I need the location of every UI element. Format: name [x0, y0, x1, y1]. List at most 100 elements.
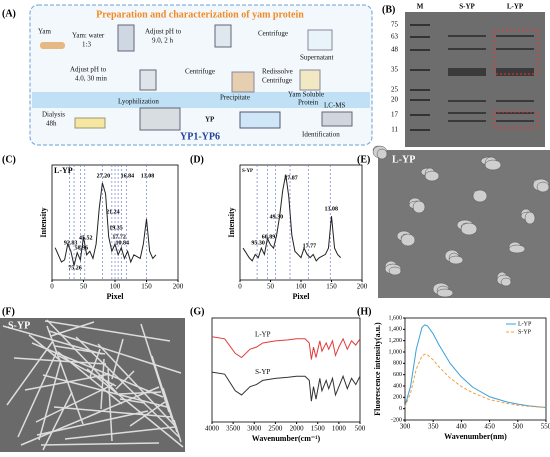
x-tick-label: 3500	[226, 425, 241, 433]
sem-texture	[2, 145, 550, 451]
band	[448, 120, 486, 122]
granule	[472, 189, 488, 203]
peak-label: 13.08	[141, 173, 155, 179]
fiber	[129, 401, 166, 427]
granule	[388, 266, 402, 276]
ladder-band	[410, 99, 430, 101]
granule	[484, 159, 502, 171]
legend-label: L-YP	[518, 321, 532, 327]
roi	[493, 29, 539, 75]
granule	[500, 277, 512, 287]
marker-label: 48	[391, 46, 399, 54]
x-tick-label: 500	[513, 423, 524, 431]
peak-label: 10.84	[116, 240, 130, 246]
peak-label: 19.35	[109, 225, 123, 231]
y-tick-label: 1,600	[389, 315, 403, 321]
ladder-band	[410, 129, 430, 131]
granule	[448, 255, 464, 265]
x-tick-label: 0	[50, 283, 54, 291]
step: Precipitate	[220, 94, 250, 102]
fiber	[46, 319, 119, 395]
x-axis-label: Wavenumber(nm)	[444, 432, 507, 441]
fiber	[64, 426, 176, 440]
beaker-icon	[231, 71, 255, 93]
y-tick-label: 1,000	[389, 349, 403, 355]
band	[448, 72, 486, 76]
step: Redissolve	[262, 68, 293, 76]
granule	[524, 211, 536, 225]
step: Lyophilization	[118, 98, 159, 106]
x-tick-label: 0	[238, 283, 242, 291]
fiber	[100, 358, 105, 410]
stirrer-icon	[214, 24, 232, 48]
step: Yam	[38, 28, 51, 36]
x-tick-label: 200	[173, 283, 184, 291]
x-tick-label: 2000	[290, 425, 305, 433]
x-tick-label: 3000	[247, 425, 262, 433]
step: Identification	[302, 131, 340, 139]
x-axis-label: Pixel	[107, 292, 125, 301]
fiber	[38, 359, 62, 441]
band	[496, 100, 534, 102]
beaker-icon	[307, 29, 333, 51]
fiber	[48, 330, 182, 374]
beaker-icon	[299, 69, 321, 91]
ladder-band	[410, 49, 430, 51]
y-tick-label: 800	[393, 361, 402, 367]
granule	[436, 288, 454, 298]
peak-label: 17.77	[303, 243, 317, 249]
marker-label: 11	[391, 126, 398, 134]
step: Centrifuge	[262, 77, 292, 85]
series-line	[404, 324, 547, 409]
granule	[412, 200, 426, 214]
fiber	[6, 340, 54, 406]
fiber	[107, 368, 113, 442]
granule	[376, 148, 388, 160]
step: Centrifuge	[185, 68, 215, 76]
peak-label: 16.84	[121, 173, 135, 179]
peak-label: 17.72	[112, 234, 126, 240]
panel-label: (D)	[190, 154, 204, 165]
band	[448, 48, 486, 50]
panel-label: (A)	[2, 8, 16, 19]
fiber	[46, 325, 84, 425]
granule	[400, 233, 416, 247]
lane-label: M	[417, 3, 424, 11]
panel-label: (E)	[357, 154, 370, 165]
x-tick-label: 2500	[268, 425, 283, 433]
series-label: S-YP	[242, 169, 253, 174]
scheme-text: Yam Yam: water 1:3 Adjust pH to 9.0, 2 h…	[38, 28, 346, 139]
peak-label: 75.26	[68, 265, 82, 271]
granule	[508, 244, 526, 254]
step: 4.0, 30 min	[75, 75, 107, 83]
ladder-band	[410, 89, 430, 91]
plot-frame	[404, 317, 547, 421]
roi	[493, 111, 539, 129]
scheme-title: Preparation and characterization of yam …	[96, 9, 304, 20]
granule	[536, 181, 550, 193]
series-line	[242, 174, 342, 262]
marker-label: 63	[391, 33, 399, 41]
peak-label: 45.52	[79, 235, 93, 241]
fiber	[40, 442, 160, 446]
fiber	[44, 320, 171, 342]
y-tick-label: 600	[393, 372, 402, 378]
y-axis-label: Intensity	[227, 207, 236, 237]
panel-label: (G)	[190, 306, 204, 317]
x-tick-label: 50	[267, 283, 275, 291]
step: Centrifuge	[258, 30, 288, 38]
peak-label: 49.30	[270, 214, 284, 220]
x-tick-label: 400	[456, 423, 467, 431]
series-label: S-YP	[255, 368, 270, 376]
band	[448, 100, 486, 102]
series-label: L-YP	[255, 331, 271, 339]
x-tick-label: 300	[400, 423, 411, 431]
step: YP	[205, 116, 215, 124]
y-axis-label: Fluorescence intensity(a.u.)	[373, 322, 382, 416]
band	[496, 120, 534, 122]
marker-label: 17	[391, 111, 399, 119]
series-line	[211, 371, 361, 402]
peak-label: 58.96	[75, 245, 89, 251]
marker-label: 20	[391, 96, 399, 104]
step: Protein	[298, 99, 319, 107]
